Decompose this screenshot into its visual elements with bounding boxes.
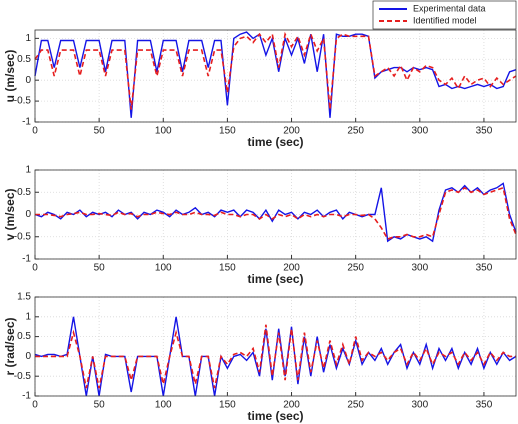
- subplot: 0 50 100 150 200 250 300 350 -1 -0.5 0 0.5 1 time (se…: [3, 165, 517, 286]
- x-tick-label: 150: [219, 263, 236, 274]
- y-tick-label: 1: [25, 165, 31, 176]
- x-tick-label: 50: [94, 400, 106, 411]
- x-axis-label: time (sec): [247, 272, 303, 286]
- x-axis-label: time (sec): [247, 409, 303, 423]
- y-tick-label: 1: [25, 33, 31, 44]
- x-tick-label: 200: [283, 126, 300, 137]
- y-axis-label: v (m/sec): [3, 188, 17, 240]
- y-tick-label: 0: [25, 75, 31, 86]
- x-tick-label: 250: [347, 263, 364, 274]
- legend-label: Experimental data: [413, 3, 486, 13]
- x-tick-label: 300: [411, 400, 428, 411]
- subplot: 0 50 100 150 200 250 300 350 -1 -0.5 0 0.5 1 1.5 time …: [3, 292, 517, 423]
- y-tick-label: 1.5: [17, 292, 31, 303]
- y-tick-label: 1: [25, 311, 31, 322]
- x-tick-label: 0: [32, 126, 38, 137]
- legend-box: [372, 0, 517, 30]
- legend-label: Identified model: [413, 15, 477, 25]
- x-tick-label: 250: [347, 400, 364, 411]
- y-axis-label: r (rad/sec): [3, 317, 17, 375]
- x-tick-label: 350: [476, 263, 493, 274]
- y-tick-label: 0.5: [17, 54, 31, 65]
- legend: Experimental data Identified model: [372, 0, 517, 30]
- y-tick-label: 0: [25, 209, 31, 220]
- y-tick-label: -0.5: [14, 96, 32, 107]
- series-line: [35, 324, 516, 389]
- x-tick-label: 250: [347, 126, 364, 137]
- plot-area: [35, 297, 516, 396]
- x-tick-label: 200: [283, 263, 300, 274]
- x-tick-label: 200: [283, 400, 300, 411]
- y-axis-label: u (m/sec): [3, 50, 17, 103]
- x-tick-label: 100: [155, 263, 172, 274]
- x-tick-label: 150: [219, 400, 236, 411]
- x-tick-label: 350: [476, 126, 493, 137]
- plot-area: [35, 30, 516, 122]
- y-tick-label: -1: [22, 117, 31, 128]
- y-tick-label: -0.5: [14, 371, 32, 382]
- x-tick-label: 0: [32, 400, 38, 411]
- x-tick-label: 300: [411, 126, 428, 137]
- series-line: [34, 31, 517, 110]
- x-tick-label: 50: [94, 263, 106, 274]
- series-line: [35, 186, 517, 240]
- y-tick-label: 0.5: [17, 331, 31, 342]
- axes-frame: [34, 296, 517, 397]
- x-tick-label: 300: [411, 263, 428, 274]
- y-tick-label: 0.5: [17, 187, 31, 198]
- x-tick-label: 100: [155, 400, 172, 411]
- x-tick-label: 0: [32, 263, 38, 274]
- x-tick-label: 350: [476, 400, 493, 411]
- x-tick-label: 150: [219, 126, 236, 137]
- axes-frame: [34, 29, 517, 123]
- axes-frame: [34, 169, 517, 260]
- subplot: 0 50 100 150 200 250 300 350 -1 -0.5 0 0.5 1 time (se…: [3, 0, 517, 149]
- x-tick-label: 100: [155, 126, 172, 137]
- y-tick-label: -1: [22, 254, 31, 265]
- y-tick-label: -0.5: [14, 231, 32, 242]
- y-tick-label: -1: [22, 391, 31, 402]
- x-tick-label: 50: [94, 126, 106, 137]
- x-axis-label: time (sec): [247, 135, 303, 149]
- y-tick-label: 0: [25, 351, 31, 362]
